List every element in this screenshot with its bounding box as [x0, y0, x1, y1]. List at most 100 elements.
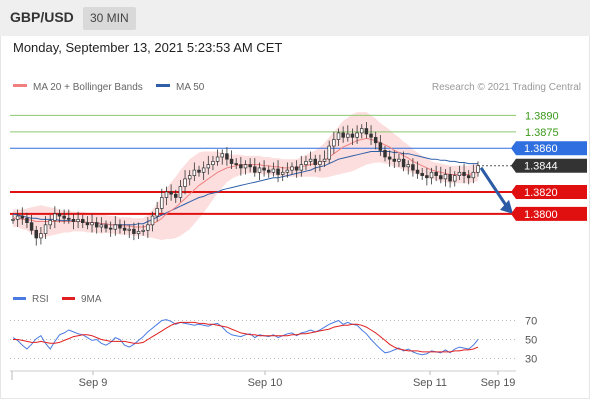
candle-body [429, 171, 434, 179]
timeframe-selector[interactable]: 30 MIN [83, 7, 136, 30]
level-label-1.3844: 1.3844 [524, 161, 558, 173]
level-labels: 1.3890 1.3875 1.3860 1.3844 1.3820 1.3800 [511, 110, 587, 221]
header-bar: GBP/USD 30 MIN [0, 0, 590, 36]
candle-body [304, 161, 308, 165]
candle-body [239, 164, 243, 169]
candle-body [164, 191, 169, 198]
candle-body [350, 133, 355, 138]
candle-body [53, 213, 57, 221]
candle-body [457, 171, 462, 176]
candle-body [146, 224, 150, 231]
candle-body [341, 132, 345, 138]
candle-body [448, 174, 452, 182]
legend-label: MA 20 + Bollinger Bands [33, 82, 143, 93]
bollinger-band-area [13, 112, 478, 241]
candle-body [85, 222, 90, 226]
candle-body [466, 175, 471, 179]
candle-body [34, 229, 38, 239]
candle-body [155, 208, 159, 217]
candle-body [285, 169, 290, 173]
level-box-1.3860 [516, 141, 587, 156]
level-label-1.3890: 1.3890 [525, 110, 559, 122]
projection-arrowhead [500, 199, 513, 214]
bollinger-bands [13, 112, 478, 241]
candle-body [322, 158, 327, 162]
candle-body [211, 161, 215, 165]
candle-body [360, 128, 364, 134]
candle-body [276, 168, 280, 175]
candle-body [355, 132, 359, 138]
candle-body [141, 229, 145, 232]
candle-body [192, 169, 197, 176]
level-pointer-1.3820 [511, 185, 516, 199]
time-axis: Sep 9 Sep 10 Sep 11 Sep 19 [10, 370, 516, 389]
rsi-legend-label: RSI [32, 294, 49, 305]
candle-body [453, 175, 457, 182]
rsi-legend-label: 9MA [81, 294, 102, 305]
candle-body [294, 166, 299, 171]
candle-body [15, 215, 20, 220]
level-pointer-1.3860 [511, 141, 516, 156]
candle-body [67, 217, 71, 220]
candle-body [378, 142, 383, 151]
candle-body [234, 163, 238, 165]
candle-body [187, 175, 192, 180]
candle-body [411, 164, 415, 171]
level-label-1.3820: 1.3820 [524, 187, 558, 199]
candle-body [443, 174, 448, 180]
projection-arrow [479, 166, 513, 214]
candle-body [220, 153, 224, 158]
candle-body [308, 158, 313, 162]
candle-body [401, 158, 406, 168]
candle-body [94, 222, 99, 228]
candle-body [373, 136, 378, 144]
candle-body [81, 219, 85, 223]
candle-body [257, 167, 262, 173]
candle-body [439, 175, 443, 180]
candle-body [178, 186, 183, 198]
candle-body [132, 228, 136, 234]
candle-body [476, 165, 480, 173]
candle-body [201, 167, 206, 173]
candle-body [104, 224, 108, 229]
candle-body [346, 133, 350, 138]
rsi-line [12, 319, 479, 356]
candle-body [271, 168, 276, 173]
legend-swatch [13, 84, 27, 87]
candle-body [183, 178, 187, 187]
rsi-tick: 30 [525, 354, 537, 366]
candle-body [392, 158, 397, 162]
candle-body [406, 164, 410, 168]
level-box-1.3820 [516, 185, 587, 199]
candle-body [206, 164, 211, 169]
candle-body [318, 161, 322, 165]
candle-body [434, 171, 438, 176]
candle-body [471, 171, 476, 179]
candle-body [299, 164, 304, 171]
time-label: Sep 11 [413, 377, 447, 389]
rsi-panel: 30 50 70 RSI 9MA [10, 294, 537, 366]
candlesticks [11, 121, 480, 246]
candle-body [420, 173, 424, 176]
candle-body [11, 219, 15, 221]
candle-body [136, 231, 141, 234]
level-pointer-1.3844 [511, 158, 516, 173]
level-label-1.3800: 1.3800 [524, 209, 558, 221]
level-label-1.3875: 1.3875 [525, 127, 559, 139]
candle-body [160, 197, 164, 209]
projection-line [479, 166, 509, 208]
candle-body [262, 167, 266, 171]
candle-body [332, 139, 336, 147]
candle-body [197, 169, 201, 173]
candle-body [122, 227, 127, 231]
rsi-ma9-line [13, 321, 479, 353]
candle-body [43, 224, 48, 234]
candle-body [62, 215, 66, 219]
candle-body [48, 220, 52, 226]
candle-body [383, 150, 387, 158]
candle-body [113, 224, 118, 230]
candle-body [127, 228, 131, 231]
level-box-1.3800 [516, 206, 587, 221]
time-label: Sep 19 [481, 377, 516, 389]
